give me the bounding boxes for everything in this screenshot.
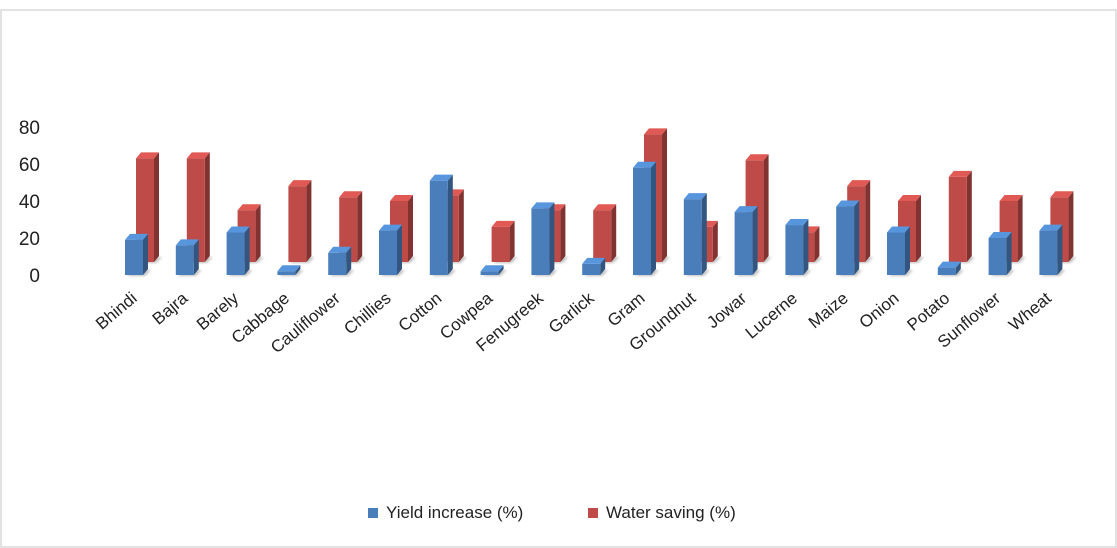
chart-border <box>0 9 1117 548</box>
bar-water-saving-cauliflower <box>339 191 366 263</box>
legend-swatch-water-saving <box>588 508 598 518</box>
legend-swatch-yield-increase <box>368 508 378 518</box>
bar-yield-increase-jowar <box>734 206 761 276</box>
legend-label-yield-increase: Yield increase (%) <box>386 503 523 522</box>
bar-yield-increase-barely <box>226 226 253 276</box>
y-tick-label: 20 <box>19 229 40 250</box>
bar-yield-increase-lucerne <box>785 219 812 276</box>
bar-yield-increase-chillies <box>379 224 405 276</box>
bar-water-saving-cowpea <box>491 220 518 263</box>
legend: Yield increase (%) Water saving (%) <box>368 503 736 522</box>
bar-water-saving-garlick <box>593 204 620 263</box>
legend-label-water-saving: Water saving (%) <box>606 503 736 522</box>
bars-layer <box>125 128 1077 276</box>
bar-yield-increase-potato <box>937 261 964 276</box>
y-tick-label: 60 <box>19 155 40 176</box>
bar-yield-increase-cowpea <box>480 265 507 276</box>
bar-yield-increase-maize <box>836 200 863 276</box>
bar-water-saving-cabbage <box>288 180 315 263</box>
bar-yield-increase-wheat <box>1039 224 1066 276</box>
bar-yield-increase-fenugreek <box>531 202 558 276</box>
bar-yield-increase-gram <box>633 161 659 276</box>
bar-yield-increase-cauliflower <box>328 246 355 276</box>
y-tick-label: 40 <box>19 192 40 213</box>
bar-yield-increase-bajra <box>175 239 202 276</box>
bar-water-saving-potato <box>948 170 975 263</box>
bar-yield-increase-cotton <box>429 174 456 276</box>
bar-water-saving-bajra <box>186 152 213 263</box>
bar-yield-increase-onion <box>887 226 913 276</box>
bar-yield-increase-sunflower <box>988 232 1015 276</box>
bar-yield-increase-garlick <box>582 257 609 276</box>
bar-yield-increase-cabbage <box>277 265 304 276</box>
bar-yield-increase-bhindi <box>125 233 151 276</box>
bar-yield-increase-groundnut <box>683 193 710 276</box>
y-tick-label: 0 <box>29 266 40 287</box>
y-tick-label: 80 <box>19 118 40 139</box>
y-axis-ticks: 0 20 40 60 80 <box>19 118 40 287</box>
